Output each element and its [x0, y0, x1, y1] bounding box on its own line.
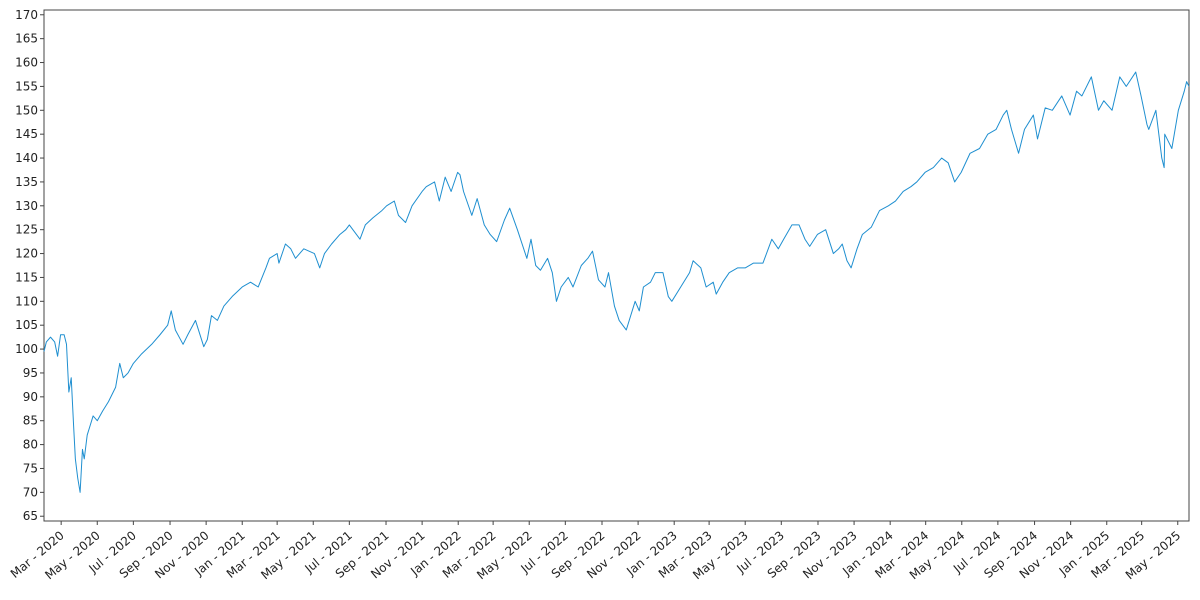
y-tick-label: 70	[23, 485, 38, 499]
y-tick-label: 130	[15, 199, 38, 213]
y-tick-label: 110	[15, 294, 38, 308]
y-tick-label: 135	[15, 175, 38, 189]
series-layer	[43, 71, 1190, 493]
y-tick-label: 120	[15, 247, 38, 261]
y-tick-label: 165	[15, 32, 38, 46]
y-tick-label: 95	[23, 366, 38, 380]
y-tick-label: 90	[23, 390, 38, 404]
y-tick-label: 65	[23, 509, 38, 523]
series-line	[43, 71, 1190, 493]
y-tick-label: 75	[23, 461, 38, 475]
y-tick-label: 85	[23, 414, 38, 428]
y-tick-label: 150	[15, 103, 38, 117]
y-tick-label: 115	[15, 270, 38, 284]
y-tick-label: 160	[15, 56, 38, 70]
y-axis: 65 70 75 80 85 90 95 100 105 110 115 120 125 130 135 14…	[15, 8, 44, 523]
plot-frame	[43, 9, 1190, 522]
y-tick-label: 145	[15, 127, 38, 141]
y-tick-label: 105	[15, 318, 38, 332]
y-tick-label: 170	[15, 8, 38, 22]
y-tick-label: 80	[23, 438, 38, 452]
y-tick-label: 125	[15, 223, 38, 237]
y-tick-label: 140	[15, 151, 38, 165]
y-tick-label: 100	[15, 342, 38, 356]
y-tick-label: 155	[15, 79, 38, 93]
